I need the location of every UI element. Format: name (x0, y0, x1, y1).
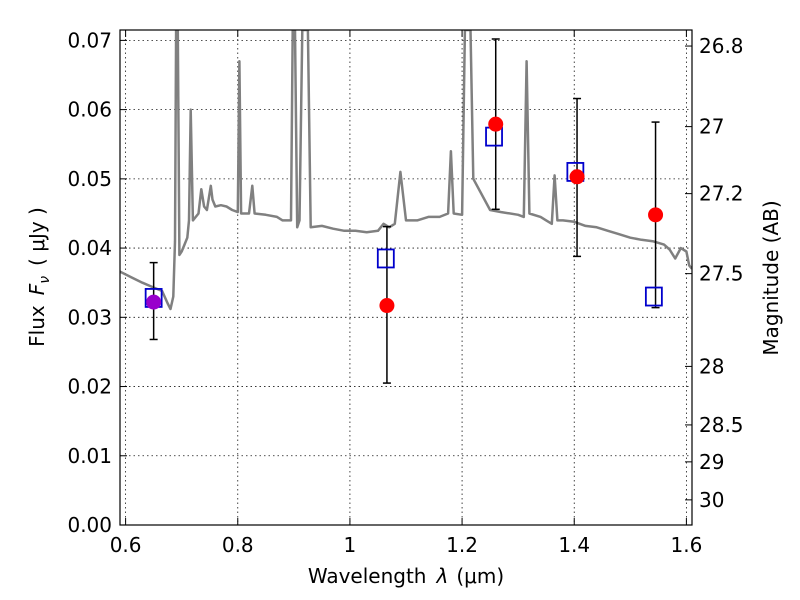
marker-layer (144, 116, 664, 314)
plot-frame (119, 29, 693, 526)
axis-layer: 0.6 0.8 1 1.2 1.4 1.6 0.00 0.01 0.02 0.03 0.04 0.05… (67, 28, 743, 557)
x-axis-title: Wavelength λ (μm) (308, 564, 504, 588)
y2-tick-label: 26.8 (699, 34, 744, 58)
observed-flux-point (648, 207, 664, 223)
x-tick-label: 0.8 (222, 533, 254, 557)
y-tick-label: 0.01 (67, 444, 112, 468)
x-tick-label: 1 (344, 533, 357, 557)
x-tick-label: 1.6 (670, 533, 702, 557)
x-tick-label: 0.6 (110, 533, 142, 557)
y2-tick-label: 29 (699, 450, 724, 474)
y-tick-label: 0.04 (67, 236, 112, 260)
y-tick-label: 0.07 (67, 28, 112, 52)
grid (120, 30, 692, 526)
model-photometry-marker (644, 286, 663, 307)
y-tick-label: 0.03 (67, 305, 112, 329)
y-tick-label: 0.06 (67, 98, 112, 122)
model-photometry-marker (376, 248, 395, 269)
x-tick-label: 1.4 (558, 533, 590, 557)
y-tick-label: 0.02 (67, 375, 112, 399)
y-axis-title: FluxFν( μJy ) (25, 207, 53, 347)
y2-tick-label: 28 (699, 354, 724, 378)
y2-axis-title: Magnitude (AB) (759, 200, 783, 355)
y-tick-label: 0.00 (67, 513, 112, 537)
model-spectrum-line (120, 30, 692, 311)
observed-flux-point (379, 298, 395, 314)
x-tick-label: 1.2 (446, 533, 478, 557)
y2-tick-label: 27.2 (699, 182, 744, 206)
y2-tick-label: 28.5 (699, 413, 744, 437)
model-spectrum-layer (120, 30, 692, 311)
y2-tick-label: 27 (699, 115, 724, 139)
y2-tick-label: 27.5 (699, 262, 744, 286)
y-tick-label: 0.05 (67, 167, 112, 191)
observed-flux-point (569, 169, 585, 185)
observed-flux-point (488, 116, 504, 132)
y2-tick-label: 30 (699, 488, 724, 512)
observed-flux-point (146, 294, 162, 310)
